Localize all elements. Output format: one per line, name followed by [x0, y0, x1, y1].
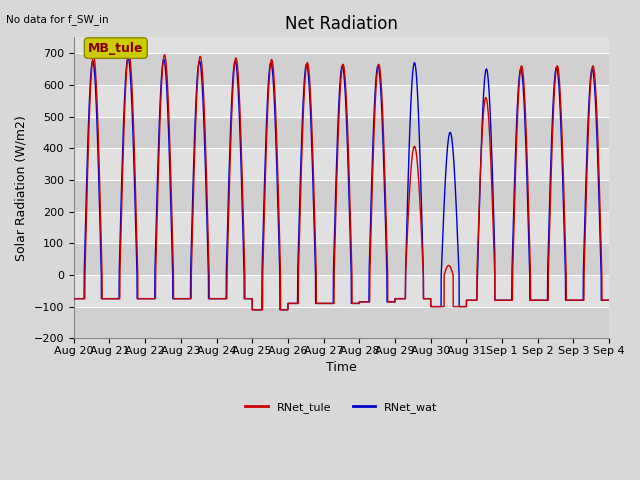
Bar — [74, 275, 609, 307]
Title: Net Radiation: Net Radiation — [285, 15, 398, 33]
X-axis label: Time: Time — [326, 361, 357, 374]
Bar — [74, 117, 609, 148]
Bar — [74, 307, 609, 338]
Bar — [74, 180, 609, 212]
Bar — [74, 37, 609, 53]
Bar — [74, 243, 609, 275]
Text: No data for f_SW_in: No data for f_SW_in — [6, 14, 109, 25]
Bar — [74, 212, 609, 243]
Y-axis label: Solar Radiation (W/m2): Solar Radiation (W/m2) — [15, 115, 28, 261]
Bar — [74, 85, 609, 117]
Bar — [74, 53, 609, 85]
Bar — [74, 148, 609, 180]
Legend: RNet_tule, RNet_wat: RNet_tule, RNet_wat — [241, 397, 442, 417]
Text: MB_tule: MB_tule — [88, 42, 143, 55]
